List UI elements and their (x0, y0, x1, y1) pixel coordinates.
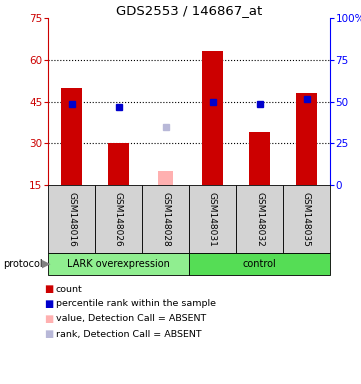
Text: protocol: protocol (4, 259, 43, 269)
Text: GSM148032: GSM148032 (255, 192, 264, 247)
Bar (249, 132, 270, 185)
Text: rank, Detection Call = ABSENT: rank, Detection Call = ABSENT (56, 329, 201, 339)
Text: percentile rank within the sample: percentile rank within the sample (56, 300, 216, 308)
Text: ■: ■ (44, 284, 53, 294)
FancyBboxPatch shape (48, 185, 95, 253)
FancyBboxPatch shape (189, 185, 236, 253)
Text: GSM148016: GSM148016 (67, 192, 76, 247)
Text: GSM148035: GSM148035 (302, 192, 311, 247)
Text: ■: ■ (44, 299, 53, 309)
FancyBboxPatch shape (142, 185, 189, 253)
Text: GSM148026: GSM148026 (114, 192, 123, 247)
Bar (296, 93, 317, 185)
FancyBboxPatch shape (189, 253, 330, 275)
Text: GSM148028: GSM148028 (161, 192, 170, 247)
Text: value, Detection Call = ABSENT: value, Detection Call = ABSENT (56, 314, 206, 323)
Text: ▶: ▶ (42, 259, 50, 269)
Bar (202, 51, 223, 185)
Text: ■: ■ (44, 314, 53, 324)
FancyBboxPatch shape (48, 253, 189, 275)
Bar (158, 171, 173, 185)
Text: count: count (56, 285, 83, 293)
Text: ■: ■ (44, 329, 53, 339)
Bar (108, 143, 129, 185)
Title: GDS2553 / 146867_at: GDS2553 / 146867_at (116, 4, 262, 17)
FancyBboxPatch shape (236, 185, 283, 253)
FancyBboxPatch shape (283, 185, 330, 253)
FancyBboxPatch shape (95, 185, 142, 253)
Bar (61, 88, 82, 185)
Text: control: control (243, 259, 277, 269)
Text: GSM148031: GSM148031 (208, 192, 217, 247)
Text: LARK overexpression: LARK overexpression (67, 259, 170, 269)
